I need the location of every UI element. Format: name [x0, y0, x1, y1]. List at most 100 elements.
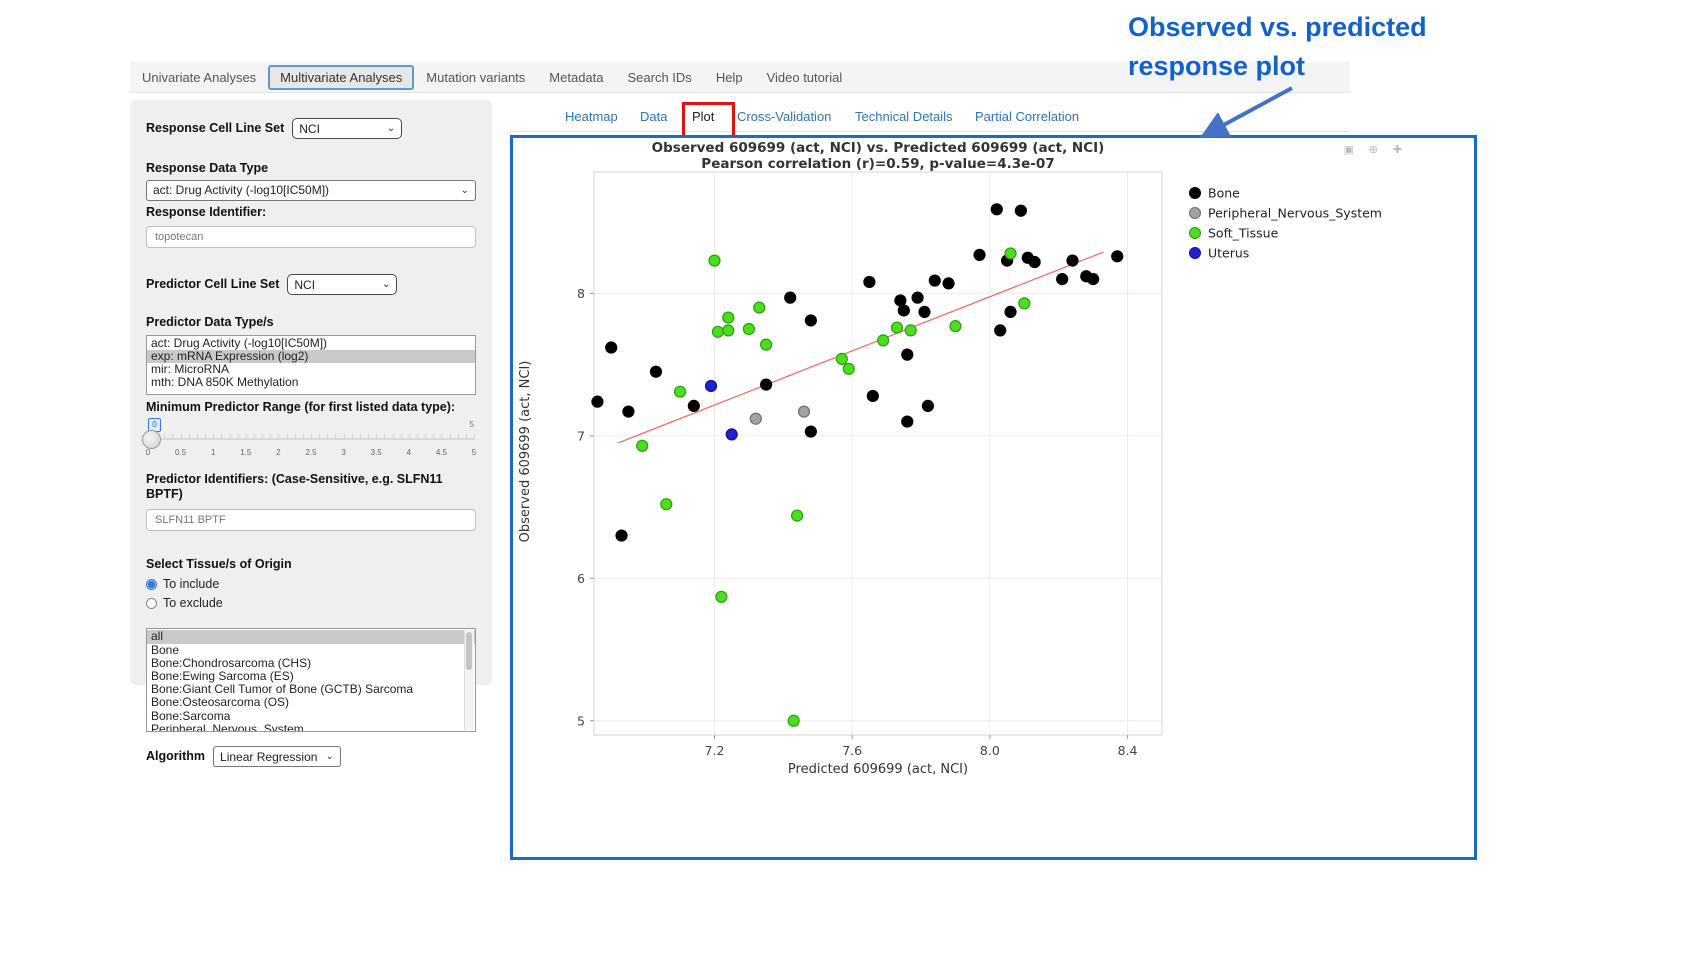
data-point-soft_tissue — [715, 590, 728, 603]
predictor-cell-line-set-select[interactable]: NCI ⌄ — [287, 274, 398, 296]
subtab-cross-validation[interactable]: Cross-Validation — [737, 109, 832, 124]
camera-icon[interactable]: ▣ — [1343, 144, 1354, 156]
nav-tab-multivariate-analyses[interactable]: Multivariate Analyses — [268, 64, 415, 90]
tissue-option[interactable]: Bone:Giant Cell Tumor of Bone (GCTB) Sar… — [151, 682, 414, 697]
data-point-soft_tissue — [904, 324, 917, 337]
tissue-option[interactable]: Peripheral_Nervous_System — [151, 721, 304, 733]
response-cell-line-set-label: Response Cell Line Set — [146, 120, 285, 135]
slider-tick — [253, 433, 255, 438]
slider-tick — [449, 433, 451, 438]
legend-marker-bone — [1189, 187, 1201, 199]
subtab-plot[interactable]: Plot — [692, 109, 715, 124]
slider-tick — [376, 433, 378, 440]
data-point-soft_tissue — [660, 498, 673, 511]
subtab-divider — [510, 131, 1350, 132]
slider-tick — [433, 433, 435, 438]
slider-tick — [474, 433, 475, 440]
data-point-soft_tissue — [673, 385, 687, 398]
scatter-plot: Observed 609699 (act, NCI) vs. Predicted… — [518, 140, 1382, 777]
slider-track[interactable] — [148, 437, 474, 440]
tissue-option[interactable]: Bone:Ewing Sarcoma (ES) — [151, 668, 294, 683]
data-point-soft_tissue — [1018, 297, 1031, 310]
zoom-icon[interactable]: ⊕ — [1368, 144, 1378, 156]
y-tick-label: 6 — [577, 571, 585, 586]
response-identifier-input[interactable] — [146, 226, 476, 249]
data-point-bone — [784, 291, 797, 304]
tissue-radio-exclude[interactable]: To exclude — [146, 596, 476, 610]
slider-tick — [335, 433, 337, 438]
slider-tick — [286, 433, 288, 438]
slider-tick — [392, 433, 394, 438]
data-point-bone — [901, 348, 914, 361]
slider-tick-label: 1.5 — [240, 447, 252, 457]
response-cell-line-set-select[interactable]: NCI ⌄ — [292, 118, 403, 139]
tissue-option[interactable]: Bone:Osteosarcoma (OS) — [151, 695, 290, 710]
subtab-partial-correlation[interactable]: Partial Correlation — [975, 109, 1080, 124]
slider-tick — [188, 433, 190, 438]
chart-subtitle: Pearson correlation (r)=0.59, p-value=4.… — [701, 156, 1054, 172]
slider-tick-label: 2 — [276, 447, 281, 457]
data-point-bone — [894, 294, 907, 307]
tissue-option[interactable]: all — [147, 630, 475, 644]
scrollbar-thumb[interactable] — [466, 632, 472, 671]
data-point-bone — [760, 378, 773, 391]
y-tick-label: 5 — [577, 713, 585, 728]
response-data-type-select[interactable]: act: Drug Activity (-log10[IC50M]) ⌄ — [146, 179, 476, 201]
pan-icon[interactable]: ✚ — [1392, 144, 1402, 156]
data-point-bone — [605, 341, 618, 354]
data-point-soft_tissue — [877, 334, 890, 347]
nav-tab-video-tutorial[interactable]: Video tutorial — [766, 69, 843, 85]
slider-tick — [205, 433, 207, 438]
slider-tick — [351, 433, 353, 438]
tissue-origin-label: Select Tissue/s of Origin — [146, 556, 292, 571]
data-point-peripheral_nervous_system — [797, 405, 811, 418]
data-point-soft_tissue — [742, 322, 756, 336]
data-point-bone — [649, 365, 663, 378]
slider-tick — [416, 433, 418, 438]
subtab-heatmap[interactable]: Heatmap — [565, 109, 618, 124]
nav-tab-univariate-analyses[interactable]: Univariate Analyses — [142, 69, 257, 85]
subtab-data[interactable]: Data — [640, 109, 668, 124]
predictor-data-type-option[interactable]: mth: DNA 850K Methylation — [151, 375, 299, 390]
predictor-data-types-listbox: act: Drug Activity (-log10[IC50M]) exp: m… — [146, 334, 476, 395]
data-point-bone — [1111, 250, 1124, 263]
slider-tick — [327, 433, 329, 438]
predictor-identifiers-label: Predictor Identifiers: (Case-Sensitive, … — [146, 471, 443, 502]
chart-title: Observed 609699 (act, NCI) vs. Predicted… — [652, 140, 1105, 156]
data-point-soft_tissue — [835, 352, 848, 365]
nav-tab-mutation-variants[interactable]: Mutation variants — [426, 69, 526, 85]
predictor-data-type-option[interactable]: act: Drug Activity (-log10[IC50M]) — [151, 335, 328, 350]
slider-tick-label: 4 — [406, 447, 412, 457]
annotation-line2: response plot — [1128, 51, 1306, 82]
data-point-soft_tissue — [949, 320, 962, 333]
nav-tab-search-ids[interactable]: Search IDs — [627, 69, 692, 85]
data-point-soft_tissue — [711, 325, 725, 338]
predictor-identifiers-input[interactable] — [146, 508, 476, 531]
algorithm-label: Algorithm — [146, 749, 206, 764]
tissue-option[interactable]: Bone — [151, 642, 180, 657]
slider-tick — [457, 433, 459, 438]
nav-tab-metadata[interactable]: Metadata — [549, 69, 604, 85]
slider-tick-label: 2.5 — [305, 447, 317, 457]
legend-marker-uterus — [1189, 247, 1201, 259]
chevron-down-icon: ⌄ — [386, 123, 396, 134]
data-point-bone — [804, 425, 817, 438]
algorithm-select[interactable]: Linear Regression ⌄ — [213, 746, 342, 768]
predictor-data-type-option[interactable]: mir: MicroRNA — [151, 362, 229, 377]
predictor-data-type-option[interactable]: exp: mRNA Expression (log2) — [147, 349, 475, 364]
tissue-option[interactable]: Bone:Chondrosarcoma (CHS) — [151, 655, 312, 670]
data-point-bone — [1066, 254, 1079, 267]
data-point-uterus — [725, 428, 738, 441]
slider-tick — [400, 433, 402, 438]
data-point-soft_tissue — [842, 362, 855, 375]
listbox-scrollbar[interactable] — [464, 630, 474, 731]
subtab-technical-details[interactable]: Technical Details — [855, 109, 953, 124]
data-point-bone — [990, 203, 1003, 216]
nav-tab-help[interactable]: Help — [715, 69, 743, 85]
data-point-bone — [1028, 255, 1041, 269]
tissue-radio-include[interactable]: To include — [146, 577, 476, 591]
data-point-bone — [921, 399, 935, 413]
slider-tick — [245, 433, 247, 440]
tissue-option[interactable]: Bone:Sarcoma — [151, 708, 231, 723]
slider-handle[interactable] — [142, 429, 161, 449]
